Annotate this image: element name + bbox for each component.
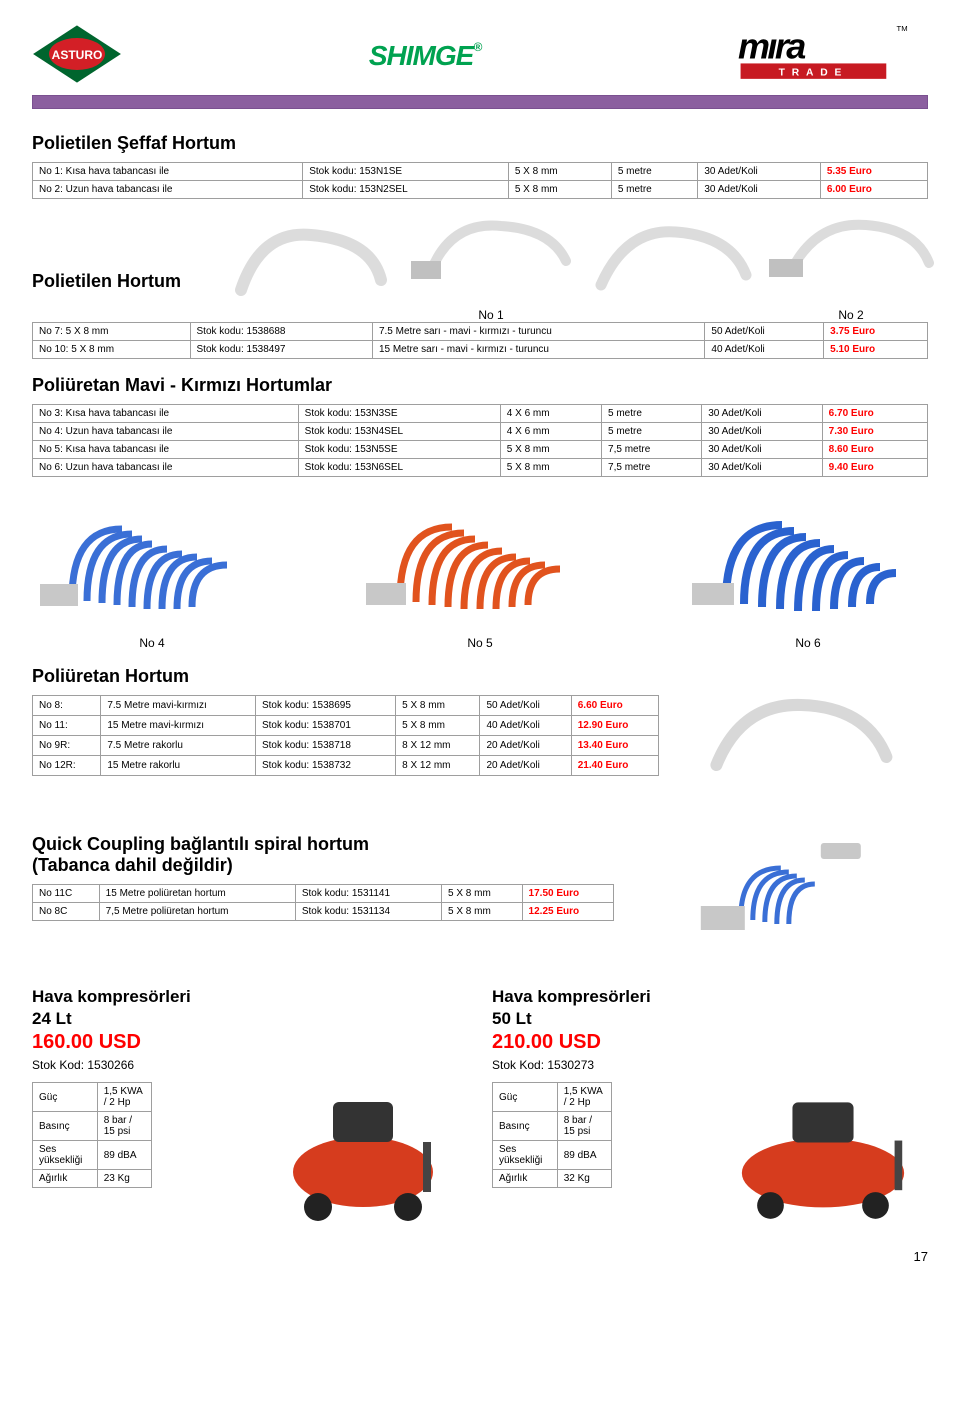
comp2-title-l2: 50 Lt xyxy=(492,1009,928,1029)
compressor-50lt: Hava kompresörleri 50 Lt 210.00 USD Stok… xyxy=(492,987,928,1225)
logo-asturo: ASTURO xyxy=(32,24,122,87)
svg-text:TRADE: TRADE xyxy=(779,67,849,78)
table-row: No 11:15 Metre mavi-kırmızıStok kodu: 15… xyxy=(33,716,659,736)
table-row: No 8C7,5 Metre poliüretan hortumStok kod… xyxy=(33,903,614,921)
svg-text:ASTURO: ASTURO xyxy=(52,48,103,62)
table-row: Ağırlık32 Kg xyxy=(493,1170,612,1188)
hose-image-red: No 5 xyxy=(360,489,600,650)
sec4-table: No 8:7.5 Metre mavi-kırmızıStok kodu: 15… xyxy=(32,695,659,776)
logo-mira: TM mıra TRADE xyxy=(728,24,928,87)
compressor-24lt: Hava kompresörleri 24 Lt 160.00 USD Stok… xyxy=(32,987,468,1225)
compressor-image xyxy=(718,1082,928,1225)
hose-image xyxy=(221,220,401,313)
sec5-table: No 11C15 Metre poliüretan hortumStok kod… xyxy=(32,884,614,921)
table-row: No 6: Uzun hava tabancası ileStok kodu: … xyxy=(33,459,928,477)
table-row: No 9R:7.5 Metre rakorluStok kodu: 153871… xyxy=(33,736,659,756)
table-row: No 3: Kısa hava tabancası ileStok kodu: … xyxy=(33,405,928,423)
table-row: Ses yüksekliği89 dBA xyxy=(33,1141,152,1170)
sec2-table: No 7: 5 X 8 mmStok kodu: 15386887.5 Metr… xyxy=(32,322,928,359)
table-row: Basınç8 bar / 15 psi xyxy=(493,1112,612,1141)
sec1-title: Polietilen Şeffaf Hortum xyxy=(32,133,928,154)
comp1-specs: Güç1,5 KWA / 2 Hp Basınç8 bar / 15 psi S… xyxy=(32,1082,152,1188)
comp1-title-l2: 24 Lt xyxy=(32,1009,468,1029)
compressors-row: Hava kompresörleri 24 Lt 160.00 USD Stok… xyxy=(32,987,928,1225)
table-row: Basınç8 bar / 15 psi xyxy=(33,1112,152,1141)
logo-shimge: SHIMGE® xyxy=(369,40,481,72)
comp2-stok: Stok Kod: 1530273 xyxy=(492,1058,928,1072)
compressor-image xyxy=(258,1082,468,1225)
hose-image xyxy=(581,220,761,313)
sec5-title-l1: Quick Coupling bağlantılı spiral hortum xyxy=(32,834,614,855)
sec1-table: No 1: Kısa hava tabancası ileStok kodu: … xyxy=(32,162,928,199)
svg-text:TM: TM xyxy=(897,24,908,33)
table-row: Güç1,5 KWA / 2 Hp xyxy=(493,1083,612,1112)
table-row: No 1: Kısa hava tabancası ileStok kodu: … xyxy=(33,163,928,181)
hose-image: No 1 xyxy=(401,211,581,322)
hose-image-blue: No 6 xyxy=(688,489,928,650)
purple-divider xyxy=(32,95,928,109)
sec5-row: Quick Coupling bağlantılı spiral hortum … xyxy=(32,818,928,951)
table-row: No 2: Uzun hava tabancası ileStok kodu: … xyxy=(33,181,928,199)
sec5-title-l2: (Tabanca dahil değildir) xyxy=(32,855,614,876)
hose-image-side xyxy=(675,695,928,788)
page-number: 17 xyxy=(32,1249,928,1264)
table-row: No 7: 5 X 8 mmStok kodu: 15386887.5 Metr… xyxy=(33,323,928,341)
table-row: No 10: 5 X 8 mmStok kodu: 153849715 Metr… xyxy=(33,341,928,359)
hose-image: No 2 xyxy=(761,211,941,322)
comp1-title-l1: Hava kompresörleri xyxy=(32,987,468,1007)
header-logos: ASTURO SHIMGE® TM mıra TRADE xyxy=(32,24,928,87)
sec3-images: No 4 No 5 No 6 xyxy=(32,489,928,650)
comp1-stok: Stok Kod: 1530266 xyxy=(32,1058,468,1072)
table-row: No 12R:15 Metre rakorluStok kodu: 153873… xyxy=(33,756,659,776)
table-row: No 11C15 Metre poliüretan hortumStok kod… xyxy=(33,885,614,903)
svg-text:mıra: mıra xyxy=(738,25,805,66)
comp1-price: 160.00 USD xyxy=(32,1031,468,1054)
table-row: Güç1,5 KWA / 2 Hp xyxy=(33,1083,152,1112)
table-row: No 5: Kısa hava tabancası ileStok kodu: … xyxy=(33,441,928,459)
coupling-image xyxy=(634,818,928,951)
sec2-header-row: Polietilen Hortum No 1 No 2 xyxy=(32,211,928,322)
sec3-table: No 3: Kısa hava tabancası ileStok kodu: … xyxy=(32,404,928,477)
sec4-title: Poliüretan Hortum xyxy=(32,666,928,687)
hose-image-blue: No 4 xyxy=(32,489,272,650)
table-row: Ağırlık23 Kg xyxy=(33,1170,152,1188)
table-row: No 4: Uzun hava tabancası ileStok kodu: … xyxy=(33,423,928,441)
comp2-title-l1: Hava kompresörleri xyxy=(492,987,928,1007)
comp2-price: 210.00 USD xyxy=(492,1031,928,1054)
table-row: No 8:7.5 Metre mavi-kırmızıStok kodu: 15… xyxy=(33,696,659,716)
sec2-title: Polietilen Hortum xyxy=(32,271,181,292)
comp2-specs: Güç1,5 KWA / 2 Hp Basınç8 bar / 15 psi S… xyxy=(492,1082,612,1188)
table-row: Ses yüksekliği89 dBA xyxy=(493,1141,612,1170)
sec3-title: Poliüretan Mavi - Kırmızı Hortumlar xyxy=(32,375,928,396)
